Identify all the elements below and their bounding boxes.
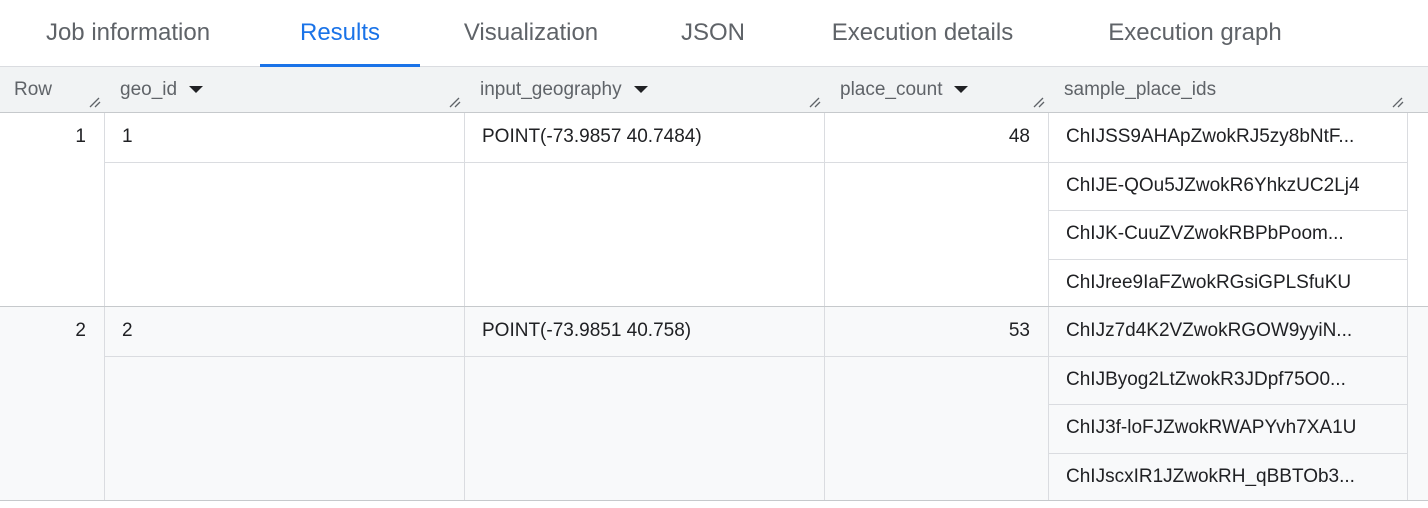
table-row[interactable]: 2 2 POINT(-73.9851 40.758) 53 ChIJz7d4K2VZwo… [0,307,1428,501]
column-label: sample_place_ids [1064,79,1217,100]
sample-place-id-cell[interactable]: ChIJK-CuuZVZwokRBPbPoom... [1066,223,1344,244]
column-label: place_count [840,79,943,100]
row-divider [0,306,1428,307]
column-resize-handle-icon[interactable] [1032,96,1046,108]
tab-visualization[interactable]: Visualization [463,19,599,46]
tab-bar: Job information Results Visualization JS… [0,0,1428,67]
divider [1048,210,1407,211]
column-divider [104,113,105,307]
column-divider [464,307,465,501]
table-header: Row geo_id input_geography place_count s… [0,67,1428,113]
geo-id-cell[interactable]: 1 [122,126,133,147]
divider [1048,452,1407,454]
divider [1048,355,1407,357]
column-divider [464,113,465,307]
column-divider [104,307,105,501]
column-header-input-geography[interactable]: input_geography [464,67,824,113]
row-number: 2 [75,320,86,341]
divider [104,355,1048,357]
column-label: geo_id [120,79,178,100]
place-count-cell[interactable]: 53 [1008,320,1030,341]
divider [1048,258,1407,260]
divider [1048,161,1407,163]
column-divider [1048,307,1049,501]
sample-place-id-cell[interactable]: ChIJ3f-loFJZwokRWAPYvh7XA1U [1066,417,1357,438]
sample-place-id-cell[interactable]: ChIJz7d4K2VZwokRGOW9yyiN... [1066,320,1353,341]
column-resize-handle-icon[interactable] [448,96,462,108]
tab-results[interactable]: Results [260,0,420,67]
input-geography-cell[interactable]: POINT(-73.9851 40.758) [482,320,692,341]
sort-dropdown-icon[interactable] [954,86,969,94]
tab-job-information[interactable]: Job information [45,19,211,46]
input-geography-cell[interactable]: POINT(-73.9857 40.7484) [482,126,702,147]
geo-id-cell[interactable]: 2 [122,320,133,341]
sort-dropdown-icon[interactable] [633,86,648,94]
column-header-place-count[interactable]: place_count [824,67,1048,113]
column-resize-handle-icon[interactable] [1391,96,1405,108]
place-count-cell[interactable]: 48 [1008,126,1030,147]
column-resize-handle-icon[interactable] [88,96,102,108]
sort-dropdown-icon[interactable] [189,86,204,94]
column-header-row: Row [0,67,104,113]
column-divider [1407,113,1408,307]
column-header-geo-id[interactable]: geo_id [104,67,464,113]
column-label: Row [14,79,53,100]
tab-execution-graph[interactable]: Execution graph [1108,19,1282,46]
table-row[interactable]: 1 1 POINT(-73.9857 40.7484) 48 ChIJSS9AHApZw… [0,113,1428,307]
column-divider [1048,113,1049,307]
divider [104,161,1048,163]
row-divider [0,500,1428,501]
sample-place-id-cell[interactable]: ChIJscxIR1JZwokRH_qBBTOb3... [1066,465,1355,487]
column-divider [824,113,825,307]
column-divider [824,307,825,501]
sample-place-id-cell[interactable]: ChIJree9IaFZwokRGsiGPLSfuKU [1066,271,1352,293]
column-divider [1407,307,1408,501]
column-resize-handle-icon[interactable] [808,96,822,108]
column-header-sample-place-ids[interactable]: sample_place_ids [1048,67,1408,113]
sample-place-id-cell[interactable]: ChIJByog2LtZwokR3JDpf75O0... [1066,368,1346,390]
sample-place-id-cell[interactable]: ChIJE-QOu5JZwokR6YhkzUC2Lj4 [1066,174,1360,196]
tab-json[interactable]: JSON [680,19,745,46]
sample-place-id-cell[interactable]: ChIJSS9AHApZwokRJ5zy8bNtF... [1066,126,1355,147]
divider [1048,404,1407,405]
tab-execution-details[interactable]: Execution details [831,19,1014,46]
row-number: 1 [75,126,86,147]
column-label: input_geography [480,79,622,100]
